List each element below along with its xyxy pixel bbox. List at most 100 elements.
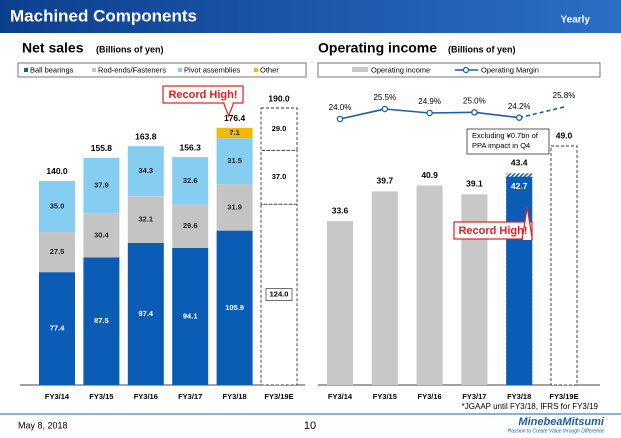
bar-segment bbox=[172, 247, 209, 385]
legend-swatch bbox=[254, 68, 258, 72]
callout-cover bbox=[224, 101, 233, 104]
segment-label: 77.4 bbox=[50, 324, 65, 333]
x-tick-label: FY3/17 bbox=[178, 392, 202, 401]
bar-segment bbox=[216, 127, 253, 139]
margin-marker bbox=[381, 105, 389, 113]
bar-segment bbox=[39, 272, 75, 385]
segment-label: 32.1 bbox=[138, 215, 153, 224]
segment-label: 7.1 bbox=[229, 128, 239, 137]
margin-marker bbox=[515, 114, 523, 121]
x-tick-label: FY3/15 bbox=[89, 392, 113, 401]
date: May 8, 2018 bbox=[18, 420, 68, 430]
total-label: 156.3 bbox=[180, 142, 202, 152]
chart-subtitle: (Billions of yen) bbox=[448, 44, 516, 54]
margin-label: 24.0% bbox=[329, 103, 352, 112]
legend-label: Ball bearings bbox=[30, 65, 74, 74]
callout-box bbox=[162, 85, 244, 104]
legend-swatch bbox=[24, 68, 28, 72]
callout-text: Record High! bbox=[168, 89, 237, 101]
x-tick-label: FY3/15 bbox=[373, 392, 397, 401]
total-label: 190.0 bbox=[268, 93, 290, 103]
segment-label: 29.6 bbox=[183, 221, 198, 230]
bar-segment bbox=[83, 157, 120, 214]
bar-segment bbox=[83, 213, 120, 258]
total-label: 163.8 bbox=[135, 131, 157, 141]
x-tick-label: FY3/14 bbox=[328, 392, 353, 401]
segment-label: 32.6 bbox=[183, 176, 198, 185]
segment-label: 27.5 bbox=[50, 247, 65, 256]
bar-segment bbox=[216, 184, 253, 231]
bar-label: 43.4 bbox=[511, 158, 528, 168]
legend-marker bbox=[462, 66, 470, 74]
bar-segment bbox=[127, 146, 164, 197]
note-box bbox=[466, 128, 550, 155]
segment-label: 94.1 bbox=[183, 311, 198, 320]
legend-label: Rod-ends/Fasteners bbox=[98, 65, 166, 74]
bar-segment bbox=[172, 204, 209, 248]
chart-title: Net sales bbox=[22, 40, 84, 56]
segment-label: 31.5 bbox=[227, 156, 242, 165]
x-tick-label: FY3/14 bbox=[45, 392, 70, 401]
margin-line bbox=[384, 108, 430, 114]
bar-segment bbox=[172, 157, 209, 205]
bar-label: 39.7 bbox=[377, 176, 394, 186]
bar-label: 49.0 bbox=[556, 130, 573, 140]
bar-label: 40.9 bbox=[421, 170, 438, 180]
segment-label: 97.4 bbox=[138, 309, 153, 318]
segment-label: 30.4 bbox=[94, 230, 109, 239]
bar-segment bbox=[127, 243, 164, 385]
margin-line bbox=[339, 108, 385, 120]
margin-marker bbox=[471, 109, 478, 116]
period: Yearly bbox=[561, 15, 591, 26]
chart-title: Operating income bbox=[318, 40, 437, 56]
bar-segment bbox=[216, 138, 253, 185]
segment-label: 87.5 bbox=[94, 316, 109, 325]
total-label: 176.4 bbox=[224, 113, 246, 123]
legend-label: Operating income bbox=[371, 65, 430, 74]
forecast-label-box bbox=[266, 171, 292, 184]
note-text: PPA impact in Q4 bbox=[472, 141, 530, 150]
inner-label: 42.7 bbox=[511, 181, 528, 191]
margin-label: 25.0% bbox=[463, 96, 486, 105]
tagline: Passion to Create Value through Differen… bbox=[508, 428, 604, 434]
margin-label: 25.8% bbox=[553, 91, 576, 100]
bar-label: 39.1 bbox=[466, 179, 483, 189]
margin-label: 24.9% bbox=[418, 97, 441, 106]
footnote: *JGAAP until FY3/18, IFRS for FY3/19 bbox=[462, 402, 599, 411]
bar bbox=[371, 191, 398, 385]
bar-segment bbox=[39, 181, 75, 233]
x-tick-label: FY3/16 bbox=[134, 392, 158, 401]
segment-label: 105.9 bbox=[225, 303, 244, 312]
bar-segment bbox=[83, 257, 120, 385]
bar bbox=[416, 185, 443, 385]
margin-line bbox=[429, 111, 475, 114]
segment-label: 35.0 bbox=[50, 202, 65, 211]
bar-inner bbox=[506, 176, 533, 385]
brand: MinebeaMitsumi bbox=[518, 416, 605, 428]
slide-title: Machined Components bbox=[10, 6, 197, 25]
bar-segment bbox=[39, 232, 75, 273]
bar-segment bbox=[127, 196, 164, 244]
page-number: 10 bbox=[304, 420, 316, 432]
margin-label: 25.5% bbox=[373, 93, 396, 102]
margin-line bbox=[519, 106, 565, 119]
segment-label: 34.3 bbox=[138, 166, 153, 175]
legend-swatch bbox=[352, 67, 368, 72]
margin-marker bbox=[426, 109, 433, 117]
segment-label: 29.0 bbox=[272, 124, 287, 133]
legend-swatch bbox=[178, 68, 182, 72]
header-bar bbox=[0, 0, 621, 33]
bar-label: 33.6 bbox=[332, 205, 349, 215]
x-tick-label: FY3/19E bbox=[264, 392, 293, 401]
chart-subtitle: (Billions of yen) bbox=[96, 44, 164, 54]
legend-swatch bbox=[92, 68, 96, 72]
margin-marker bbox=[336, 115, 344, 123]
note-text: Excluding ¥0.7bn of bbox=[472, 131, 539, 140]
callout-text: Record High! bbox=[458, 225, 527, 237]
total-label: 140.0 bbox=[46, 166, 68, 176]
x-tick-label: FY3/17 bbox=[462, 392, 486, 401]
legend-label: Other bbox=[260, 65, 279, 74]
margin-line bbox=[474, 111, 520, 119]
